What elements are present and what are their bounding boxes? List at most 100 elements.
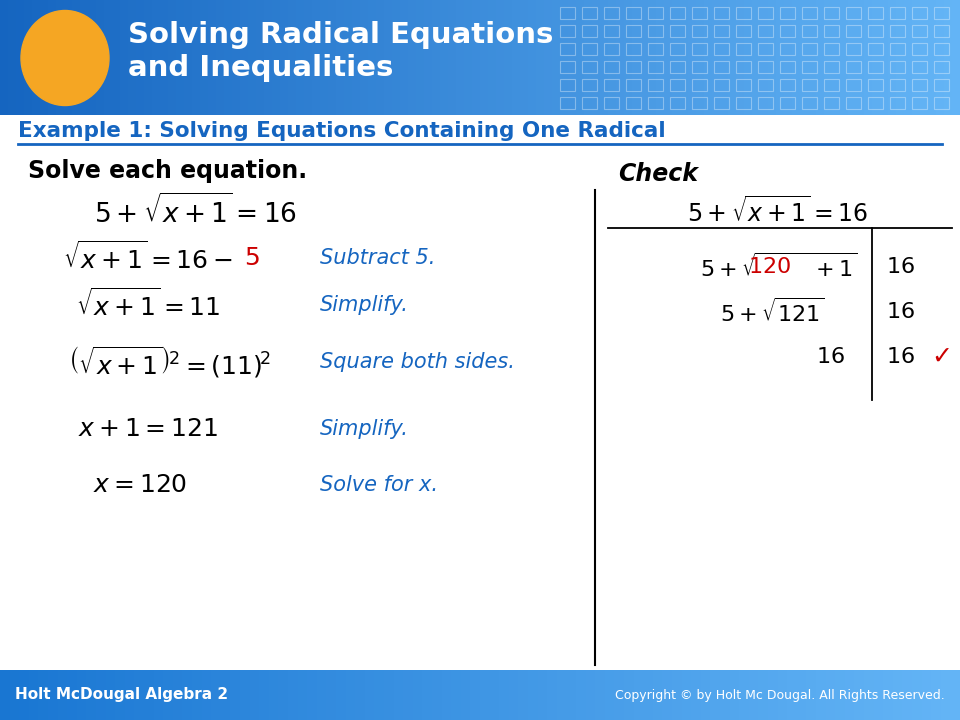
Bar	[744, 0, 753, 115]
Bar	[758, 97, 773, 109]
Bar	[604, 97, 619, 109]
Text: Solving Radical Equations: Solving Radical Equations	[128, 21, 553, 49]
Bar	[720, 670, 731, 720]
Bar	[408, 0, 417, 115]
Bar	[893, 670, 903, 720]
Bar	[184, 0, 193, 115]
Bar	[368, 0, 376, 115]
Bar	[824, 0, 832, 115]
Bar	[360, 0, 369, 115]
Bar	[576, 0, 585, 115]
Bar	[400, 0, 409, 115]
Bar	[0, 115, 960, 670]
Bar	[40, 0, 49, 115]
Bar	[480, 0, 489, 115]
Bar	[670, 97, 685, 109]
Ellipse shape	[21, 11, 109, 106]
Bar	[336, 0, 345, 115]
Text: and Inequalities: and Inequalities	[128, 54, 394, 82]
Bar	[712, 0, 721, 115]
Bar	[648, 97, 663, 109]
Bar	[376, 0, 385, 115]
Bar	[802, 7, 817, 19]
Bar	[806, 670, 817, 720]
Bar	[912, 0, 921, 115]
Bar	[912, 7, 927, 19]
Bar	[758, 61, 773, 73]
Bar	[643, 670, 654, 720]
Bar	[392, 0, 400, 115]
Bar	[125, 670, 135, 720]
Bar	[544, 0, 553, 115]
Bar	[758, 670, 769, 720]
Bar	[136, 0, 145, 115]
Bar	[317, 670, 327, 720]
Bar	[0, 670, 11, 720]
Bar	[413, 670, 423, 720]
Text: $5 + \sqrt{x+1} = 16$: $5 + \sqrt{x+1} = 16$	[93, 194, 297, 230]
Bar	[240, 0, 249, 115]
Bar	[670, 25, 685, 37]
Bar	[344, 0, 352, 115]
Bar	[802, 43, 817, 55]
Bar	[144, 0, 153, 115]
Bar	[264, 0, 273, 115]
Bar	[692, 7, 707, 19]
Bar	[824, 43, 839, 55]
Text: $120$: $120$	[748, 257, 791, 277]
Bar	[248, 0, 256, 115]
Bar	[0, 0, 9, 115]
Bar	[216, 0, 225, 115]
Bar	[934, 97, 949, 109]
Bar	[691, 670, 702, 720]
Bar	[604, 43, 619, 55]
Bar	[692, 43, 707, 55]
Bar	[296, 0, 304, 115]
Bar	[696, 0, 705, 115]
Bar	[931, 670, 942, 720]
Bar	[160, 0, 169, 115]
Bar	[692, 79, 707, 91]
Bar	[880, 0, 889, 115]
Bar	[192, 670, 203, 720]
Bar	[752, 0, 760, 115]
Bar	[934, 25, 949, 37]
Bar	[168, 0, 177, 115]
Bar	[8, 0, 16, 115]
Bar	[714, 97, 729, 109]
Text: Example 1: Solving Equations Containing One Radical: Example 1: Solving Equations Containing …	[18, 121, 665, 141]
Bar	[912, 97, 927, 109]
Bar	[816, 0, 825, 115]
Bar	[714, 7, 729, 19]
Bar	[464, 0, 472, 115]
Bar	[778, 670, 788, 720]
Bar	[67, 670, 78, 720]
Bar	[10, 670, 20, 720]
Bar	[230, 670, 241, 720]
Bar	[536, 0, 544, 115]
Bar	[272, 0, 280, 115]
Bar	[648, 25, 663, 37]
Bar	[736, 43, 751, 55]
Bar	[824, 61, 839, 73]
Bar	[824, 25, 839, 37]
Bar	[280, 0, 289, 115]
Bar	[846, 61, 861, 73]
Bar	[736, 97, 751, 109]
Bar	[56, 0, 64, 115]
Bar	[934, 7, 949, 19]
Bar	[856, 0, 865, 115]
Bar	[626, 79, 641, 91]
Bar	[736, 61, 751, 73]
Bar	[944, 0, 952, 115]
Bar	[912, 43, 927, 55]
Bar	[780, 43, 795, 55]
Bar	[86, 670, 97, 720]
Bar	[692, 25, 707, 37]
Bar	[604, 25, 619, 37]
Text: Square both sides.: Square both sides.	[320, 352, 515, 372]
Bar	[557, 670, 567, 720]
Bar	[758, 25, 773, 37]
Bar	[509, 670, 519, 720]
Bar	[448, 0, 457, 115]
